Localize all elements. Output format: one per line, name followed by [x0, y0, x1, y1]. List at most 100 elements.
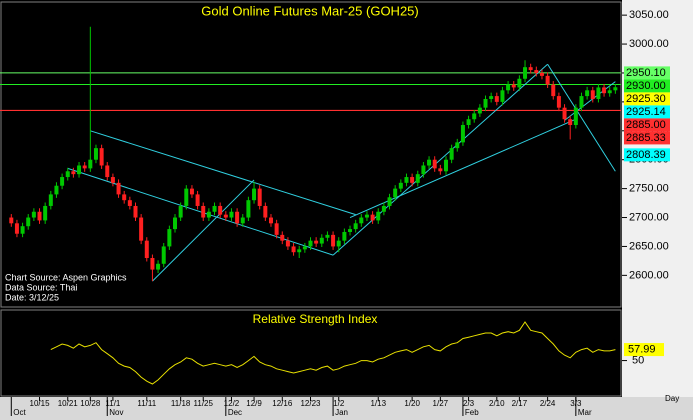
- level-label-box: [624, 131, 670, 145]
- candle-body: [235, 211, 240, 224]
- candle-body: [257, 188, 262, 206]
- candle-body: [127, 200, 132, 206]
- candle-body: [551, 84, 556, 97]
- candle-body: [506, 84, 511, 91]
- rsi-last-label: 57.99: [628, 343, 656, 355]
- x-tick-label: 2/17: [512, 399, 528, 408]
- candle-body: [517, 78, 522, 88]
- y-tick-label: 2650.00: [629, 240, 669, 252]
- candle-body: [325, 234, 330, 238]
- candle-body: [252, 188, 257, 201]
- month-label: Feb: [465, 408, 479, 417]
- candle-body: [302, 246, 307, 250]
- candle-body: [421, 165, 426, 175]
- trendline: [152, 179, 255, 282]
- main-panel-border: [0, 1, 622, 308]
- candle-body: [229, 211, 234, 218]
- rsi-title: Relative Strength Index: [253, 312, 378, 326]
- candle-body: [579, 96, 584, 108]
- candle-body: [37, 211, 42, 221]
- candle-body: [359, 217, 364, 224]
- candle-body: [483, 98, 488, 108]
- level-label-box: [624, 92, 670, 106]
- level-label: 2925.30: [626, 93, 666, 105]
- candle-body: [314, 240, 319, 244]
- x-tick-label: 1/27: [433, 399, 449, 408]
- level-label-box: [624, 118, 670, 132]
- x-tick-label: 11/25: [194, 399, 214, 408]
- candle-body: [556, 96, 561, 108]
- candle-body: [370, 214, 375, 221]
- candle-body: [48, 194, 53, 206]
- x-axis-label: Day: [665, 394, 679, 403]
- candle-body: [539, 72, 544, 76]
- x-tick-label: 12/2: [224, 399, 240, 408]
- candle-body: [77, 165, 82, 175]
- rsi-last-box: [624, 343, 664, 357]
- candle-body: [82, 165, 87, 169]
- candle-body: [432, 159, 437, 169]
- level-label: 2950.10: [626, 67, 666, 79]
- candle-body: [398, 182, 403, 189]
- candle-body: [26, 217, 31, 227]
- candle-body: [71, 171, 76, 175]
- candle-body: [364, 214, 369, 218]
- candle-body: [489, 96, 494, 99]
- y-tick-label: 2700.00: [629, 211, 669, 223]
- candle-body: [88, 159, 93, 169]
- x-tick-label: 11/18: [171, 399, 191, 408]
- candle-body: [573, 107, 578, 126]
- level-label: 2808.39: [626, 149, 666, 161]
- candle-body: [178, 205, 183, 218]
- candle-body: [308, 240, 313, 247]
- candle-body: [218, 205, 223, 215]
- candle-body: [596, 87, 601, 99]
- candle-body: [534, 70, 539, 73]
- level-label-box: [624, 79, 670, 93]
- month-label: Nov: [109, 408, 123, 417]
- x-tick-label: 2/24: [540, 399, 556, 408]
- candle-body: [331, 234, 336, 247]
- level-label: 2885.33: [626, 132, 666, 144]
- candle-body: [246, 200, 251, 218]
- candle-body: [455, 142, 460, 149]
- candle-body: [285, 240, 290, 247]
- candle-body: [602, 87, 607, 94]
- candle-body: [189, 188, 194, 195]
- candle-body: [116, 182, 121, 195]
- x-tick-label: 12/16: [272, 399, 293, 408]
- chart-date: Date: 3/12/25: [5, 292, 59, 302]
- level-label-box: [624, 148, 670, 162]
- data-source: Data Source: Thai: [5, 282, 77, 292]
- candle-body: [438, 168, 443, 172]
- trendline: [547, 64, 616, 172]
- month-label: Jan: [335, 408, 348, 417]
- candle-body: [376, 211, 381, 221]
- level-label: 2925.14: [626, 106, 666, 118]
- candle-body: [387, 197, 392, 206]
- level-label-box: [624, 66, 670, 80]
- candle-body: [472, 113, 477, 120]
- candle-body: [511, 84, 516, 88]
- y-tick-label: 3050.00: [629, 9, 669, 21]
- candle-body: [297, 249, 302, 253]
- x-tick-label: 1/2: [333, 399, 345, 408]
- trendline: [564, 81, 616, 121]
- candle-body: [139, 217, 144, 241]
- rsi-line: [50, 321, 616, 385]
- x-tick-label: 10/21: [58, 399, 79, 408]
- candle-body: [268, 217, 273, 224]
- candle-body: [342, 231, 347, 241]
- x-tick-label: 11/1: [105, 399, 121, 408]
- candle-body: [122, 194, 127, 201]
- candle-body: [381, 205, 386, 212]
- candle-body: [494, 96, 499, 102]
- y-tick-label: 2600.00: [629, 269, 669, 281]
- candle-body: [460, 125, 465, 143]
- candle-body: [195, 194, 200, 206]
- candle-body: [393, 188, 398, 198]
- candle-body: [353, 223, 358, 230]
- candle-body: [585, 90, 590, 97]
- candle-body: [93, 148, 98, 160]
